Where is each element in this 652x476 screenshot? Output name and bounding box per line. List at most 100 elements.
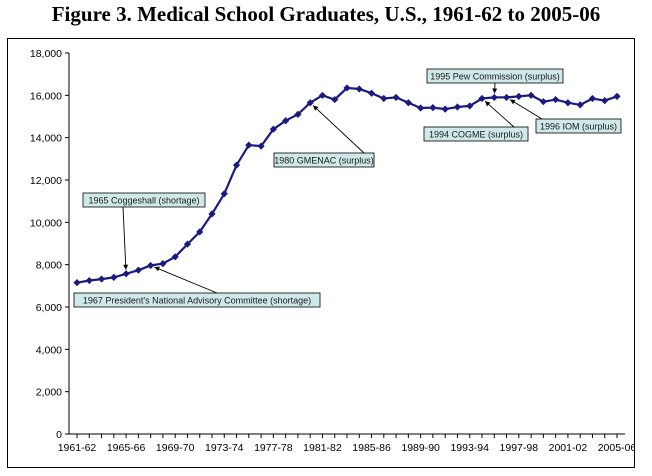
series-line [76,86,618,284]
annotation: 1967 President's National Advisory Commi… [73,266,321,308]
x-tick-label: 1997-98 [500,442,539,454]
annotation-arrowhead [313,105,319,111]
data-point [404,99,412,107]
y-tick-label: 0 [56,429,62,441]
series-graduates [73,84,621,287]
data-point [552,95,560,104]
annotation-box [73,292,321,308]
data-point [208,210,216,218]
data-point [159,260,167,268]
y-tick-label: 16,000 [30,90,62,102]
annotation: 1980 GMENAC (surplus) [273,105,375,168]
data-point [232,161,241,169]
x-tick-label: 1981-82 [303,442,342,454]
data-point [183,240,192,248]
data-point [539,98,547,106]
data-point [331,95,339,104]
figure-title: Figure 3. Medical School Graduates, U.S.… [51,2,601,26]
x-tick-label: 1965-66 [107,442,146,454]
annotation-arrowhead [484,101,491,107]
x-tick-label: 2001-02 [549,442,588,454]
data-point [147,261,155,270]
annotation-label: 1965 Coggeshall (shortage) [88,196,199,206]
data-point [97,275,106,283]
annotation-label: 1995 Pew Commission (surplus) [430,72,560,82]
annotation-arrow [312,105,365,154]
data-point [441,105,449,113]
data-point [318,91,327,99]
annotation-box [82,192,206,208]
annotation-arrow [154,266,218,294]
annotation-box [535,118,622,134]
data-point [306,99,314,107]
axes: 0 2,000 4,000 6,000 8,000 10,000 12,000 14,000 1… [30,48,634,454]
data-point [453,103,462,111]
x-tick-label: 1985-86 [352,442,391,454]
data-point [601,97,609,105]
data-point [122,270,130,278]
annotation-arrowhead [509,99,516,105]
data-point [515,92,523,100]
annotation: 1965 Coggeshall (shortage) [82,192,206,270]
annotation: 1994 COGME (surplus) [423,100,529,142]
annotation-label: 1967 President's National Advisory Commi… [83,296,311,306]
line-chart: 0 2,000 4,000 6,000 8,000 10,000 12,000 14,000 1… [30,48,634,454]
data-point [245,141,253,149]
data-point [294,110,302,118]
data-point [527,91,535,99]
annotation-arrow [484,100,515,128]
annotation-arrowhead [123,264,129,270]
y-tick-label: 4,000 [36,344,62,356]
x-tick-label: 1993-94 [450,442,489,454]
annotation-arrowhead [492,88,498,94]
annotations: 1965 Coggeshall (shortage) 1967 President… [73,68,622,308]
data-point [110,273,118,281]
annotation-label: 1996 IOM (surplus) [540,122,617,132]
data-point [417,104,425,112]
data-point [466,102,474,110]
x-tick-label: 1961-62 [58,442,97,454]
x-tick-label: 1989-90 [401,442,440,454]
data-point [220,190,228,198]
data-point [576,101,584,109]
annotation: 1995 Pew Commission (surplus) [426,68,564,94]
y-tick-label: 12,000 [30,175,62,187]
y-tick-label: 10,000 [30,217,62,229]
data-point [392,93,400,102]
chart-frame: 0 2,000 4,000 6,000 8,000 10,000 12,000 14,000 1… [7,38,635,468]
x-tick-label: 1973-74 [205,442,244,454]
data-point [343,84,351,92]
y-tick-label: 6,000 [36,302,62,314]
x-tick-label: 2005-06 [598,442,634,454]
annotation-box [423,126,529,142]
data-point [355,85,363,93]
annotation: 1996 IOM (surplus) [509,99,622,134]
data-point [490,93,498,102]
data-point [282,117,290,125]
data-point [85,276,93,285]
data-point [269,125,277,133]
y-tick-label: 14,000 [30,133,62,145]
data-point [588,94,597,103]
x-tick-label: 1969-70 [156,442,195,454]
annotation-label: 1980 GMENAC (surplus) [274,156,374,166]
data-point [429,104,437,112]
data-point [257,142,265,150]
y-tick-label: 18,000 [30,48,62,60]
data-point [380,94,388,103]
y-tick-label: 8,000 [36,260,62,272]
data-point [73,279,81,287]
annotation-arrow [122,206,127,270]
data-point [367,89,376,97]
y-tick-label: 2,000 [36,387,62,399]
data-point [564,99,572,107]
annotation-arrow [509,99,543,120]
annotation-label: 1994 COGME (surplus) [429,130,523,140]
data-point [502,93,511,102]
data-point [196,228,204,236]
data-point [613,92,621,100]
annotation-box [273,152,375,168]
x-tick-label: 1977-78 [254,442,293,454]
data-point [478,94,486,103]
